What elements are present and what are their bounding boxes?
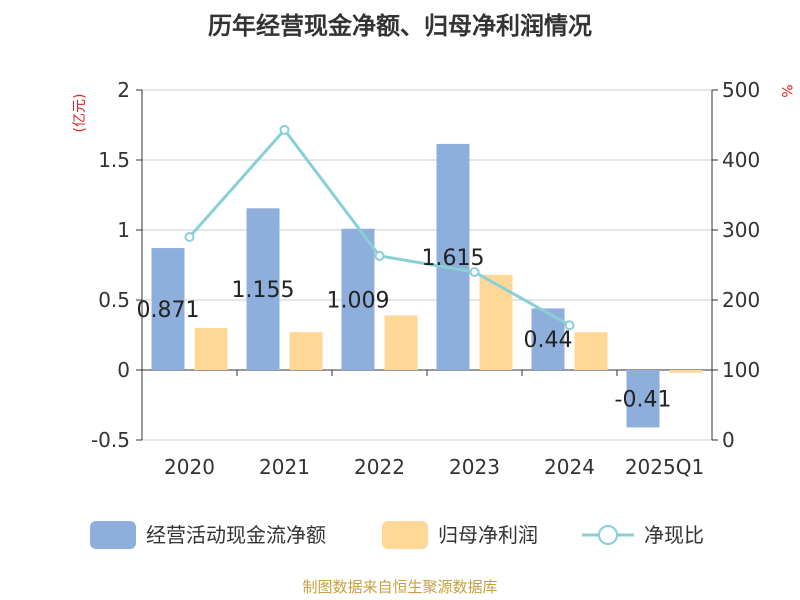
bar-data-label: 0.871 [137, 298, 200, 323]
bar-operating-cash-flow [626, 370, 660, 428]
ratio-line-point [564, 320, 575, 331]
x-tick-label: 2022 [354, 455, 405, 479]
left-tick-label: 0.5 [98, 288, 130, 312]
ratio-line-point [279, 124, 290, 135]
ratio-line-point [184, 232, 195, 242]
right-tick-label: 200 [722, 288, 760, 312]
legend-net-profit-label: 归母净利润 [438, 523, 538, 547]
bar-data-label: 1.615 [422, 246, 485, 271]
x-tick-label: 2025Q1 [625, 455, 704, 479]
right-tick-label: 300 [722, 218, 760, 242]
left-axis-unit: (亿元) [72, 94, 88, 133]
x-tick-label: 2021 [259, 455, 310, 479]
bar-net-profit [669, 370, 703, 373]
right-tick-label: 0 [722, 428, 735, 452]
right-tick-label: 500 [722, 78, 760, 102]
left-tick-label: 0 [117, 358, 130, 382]
legend-net-profit-swatch [382, 521, 428, 549]
source-note: 制图数据来自恒生聚源数据库 [302, 578, 497, 596]
bar-data-label: 1.009 [327, 288, 390, 313]
legend: 经营活动现金流净额 归母净利润 净现比 [90, 521, 704, 549]
bar-data-label: 0.44 [524, 328, 573, 353]
ratio-line-point [469, 267, 480, 277]
legend-operating-cash-flow-label: 经营活动现金流净额 [146, 523, 326, 547]
bar-data-label: 1.155 [232, 278, 295, 303]
left-tick-label: 1 [117, 218, 130, 242]
axes: 2 1.5 1 0.5 0 -0.5 500 400 300 200 100 0 2020 2021 202… [91, 78, 760, 479]
bar-net-profit [574, 332, 608, 370]
right-tick-label: 400 [722, 148, 760, 172]
x-tick-label: 2024 [544, 455, 595, 479]
left-tick-label: -0.5 [91, 428, 130, 452]
bar-net-profit [289, 332, 323, 370]
bar-operating-cash-flow [246, 208, 280, 370]
bar-operating-cash-flow [436, 143, 470, 370]
bar-operating-cash-flow [341, 228, 375, 370]
legend-operating-cash-flow-swatch [90, 521, 136, 549]
ratio-line-point [374, 250, 385, 261]
x-tick-label: 2023 [449, 455, 500, 479]
left-tick-label: 2 [117, 78, 130, 102]
bar-operating-cash-flow [151, 248, 185, 370]
legend-ratio-swatch-marker [598, 525, 618, 545]
legend-ratio-label: 净现比 [644, 523, 704, 547]
chart-title: 历年经营现金净额、归母净利润情况 [208, 12, 592, 40]
bars [151, 143, 703, 428]
bar-net-profit [384, 315, 418, 370]
ratio-line [184, 124, 575, 331]
bar-data-label: -0.41 [615, 388, 672, 413]
left-tick-label: 1.5 [98, 148, 130, 172]
bar-net-profit [194, 328, 228, 370]
x-tick-label: 2020 [164, 455, 215, 479]
right-tick-label: 100 [722, 358, 760, 382]
data-labels: 0.871 1.155 1.009 1.615 0.44 -0.41 [137, 246, 672, 413]
right-axis-unit: % [778, 84, 794, 97]
